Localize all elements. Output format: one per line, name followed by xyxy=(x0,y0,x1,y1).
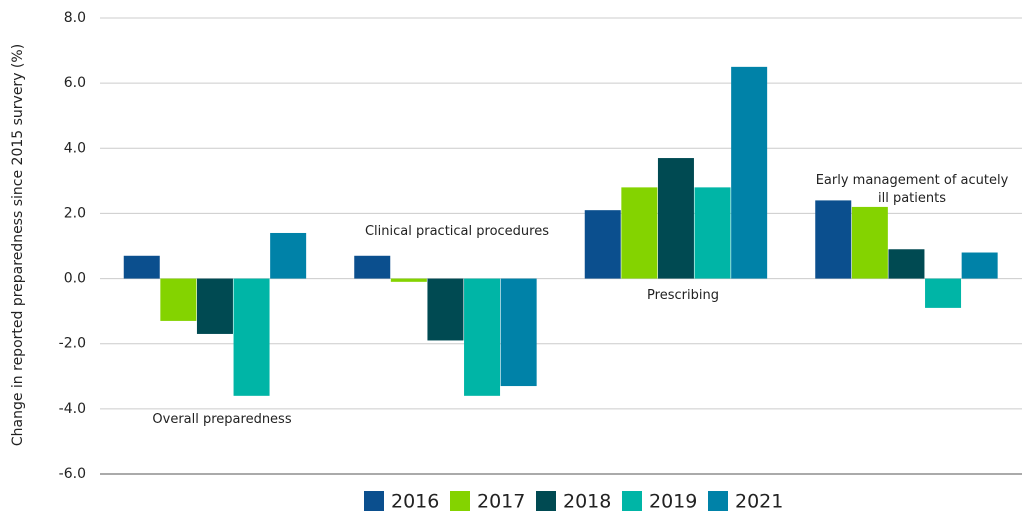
bar xyxy=(621,187,658,279)
bar xyxy=(731,66,768,279)
bar xyxy=(815,200,852,279)
bar xyxy=(694,187,731,279)
legend-swatch xyxy=(450,491,470,511)
bar xyxy=(925,278,962,308)
category-label: Prescribing xyxy=(647,288,719,303)
bar xyxy=(427,278,464,341)
legend-label: 2021 xyxy=(735,491,783,513)
y-tick-label: -6.0 xyxy=(59,466,86,482)
y-tick-label: 6.0 xyxy=(64,75,86,91)
legend-swatch xyxy=(364,491,384,511)
y-tick-label: -2.0 xyxy=(59,336,86,352)
bar xyxy=(390,278,427,282)
legend-swatch xyxy=(708,491,728,511)
category-label: Clinical practical procedures xyxy=(364,224,550,239)
y-tick-label: 0.0 xyxy=(64,271,86,287)
y-tick-label: 2.0 xyxy=(64,205,86,221)
legend-label: 2016 xyxy=(391,491,439,513)
legend-label: 2017 xyxy=(477,491,525,513)
legend-label: 2018 xyxy=(563,491,611,513)
bar xyxy=(233,278,270,396)
category-label: Early management of acutely ill patients xyxy=(815,173,1009,206)
bar xyxy=(851,206,888,279)
bar xyxy=(500,278,537,387)
bar xyxy=(888,249,925,279)
legend-swatch xyxy=(622,491,642,511)
y-tick-label: 4.0 xyxy=(64,140,86,156)
bar xyxy=(354,255,391,279)
y-tick-label: 8.0 xyxy=(64,10,86,26)
bar xyxy=(464,278,501,396)
y-axis-label: Change in reported preparedness since 20… xyxy=(10,44,26,446)
bar xyxy=(196,278,233,334)
bar xyxy=(270,232,307,279)
bar xyxy=(657,158,694,279)
bar xyxy=(123,255,160,279)
bar xyxy=(160,278,197,321)
legend-label: 2019 xyxy=(649,491,697,513)
bar xyxy=(584,210,621,279)
y-tick-label: -4.0 xyxy=(59,401,86,417)
category-label: Overall preparedness xyxy=(152,412,292,427)
bar xyxy=(961,252,998,279)
legend-swatch xyxy=(536,491,556,511)
